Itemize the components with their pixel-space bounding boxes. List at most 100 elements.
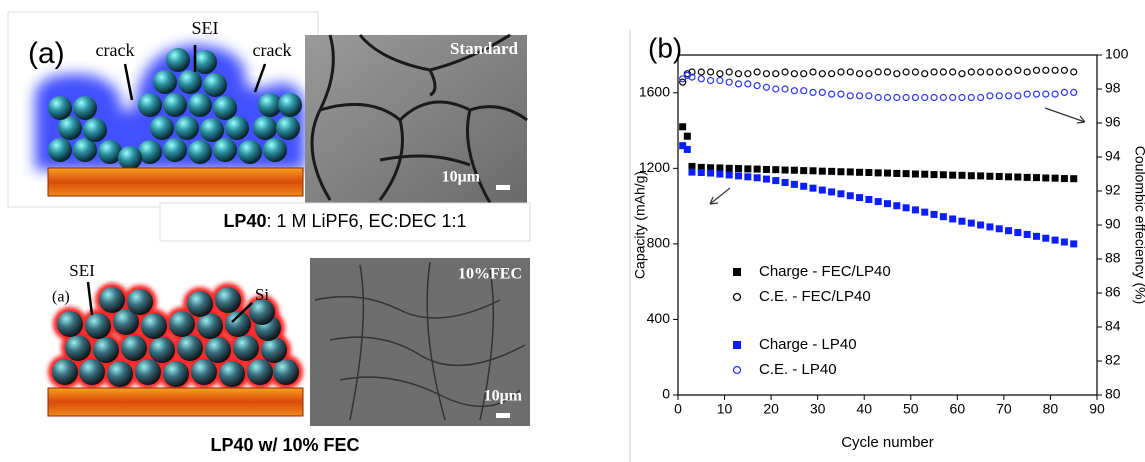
arrow bbox=[710, 188, 730, 204]
data-point bbox=[977, 172, 984, 179]
data-point bbox=[726, 165, 733, 172]
sphere bbox=[263, 138, 287, 162]
data-point bbox=[1024, 69, 1030, 75]
data-point bbox=[1015, 67, 1021, 73]
data-point bbox=[810, 185, 817, 192]
legend-label: C.E. - FEC/LP40 bbox=[759, 288, 871, 305]
annotation: SEI bbox=[192, 18, 219, 38]
annotation: SEI bbox=[69, 261, 95, 280]
data-point bbox=[1005, 173, 1012, 180]
data-point bbox=[726, 69, 732, 75]
data-point bbox=[810, 69, 816, 75]
sphere bbox=[79, 359, 105, 385]
sphere bbox=[191, 359, 217, 385]
data-point bbox=[903, 95, 909, 101]
sphere bbox=[213, 138, 237, 162]
data-point bbox=[754, 166, 761, 173]
sphere bbox=[163, 361, 189, 387]
sphere bbox=[85, 313, 111, 339]
data-point bbox=[736, 71, 742, 77]
caption: LP40 w/ 10% FEC bbox=[210, 435, 359, 455]
data-point bbox=[736, 81, 742, 87]
data-point bbox=[791, 71, 797, 77]
data-point bbox=[763, 84, 769, 90]
scale-label: 10μm bbox=[442, 169, 481, 186]
legend-marker bbox=[733, 341, 741, 349]
sphere bbox=[273, 359, 299, 385]
data-point bbox=[791, 88, 797, 94]
data-point bbox=[744, 165, 751, 172]
caption: LP40: 1 M LiPF6, EC:DEC 1:1 bbox=[223, 211, 466, 231]
data-point bbox=[754, 69, 760, 75]
sphere bbox=[135, 359, 161, 385]
data-point bbox=[801, 71, 807, 77]
y-axis-label: Capacity (mAh/g) bbox=[632, 171, 648, 279]
data-point bbox=[968, 95, 974, 101]
data-point bbox=[866, 71, 872, 77]
data-point bbox=[950, 95, 956, 101]
y2-tick-label: 94 bbox=[1105, 148, 1121, 164]
data-point bbox=[837, 190, 844, 197]
data-point bbox=[875, 95, 881, 101]
sphere bbox=[193, 50, 217, 74]
data-point bbox=[959, 71, 965, 77]
sphere bbox=[187, 291, 213, 317]
data-point bbox=[754, 83, 760, 89]
sphere bbox=[188, 140, 212, 164]
data-point bbox=[744, 173, 751, 180]
sphere bbox=[163, 138, 187, 162]
data-point bbox=[1006, 69, 1012, 75]
data-point bbox=[810, 167, 817, 174]
data-point bbox=[716, 171, 723, 178]
data-point bbox=[847, 93, 853, 99]
data-point bbox=[1043, 91, 1049, 97]
y2-tick-label: 96 bbox=[1105, 114, 1121, 130]
data-point bbox=[801, 88, 807, 94]
data-point bbox=[1024, 91, 1030, 97]
data-point bbox=[940, 69, 946, 75]
data-point bbox=[968, 69, 974, 75]
data-point bbox=[986, 223, 993, 230]
data-point bbox=[987, 69, 993, 75]
data-point bbox=[1014, 174, 1021, 181]
data-point bbox=[791, 167, 798, 174]
sphere bbox=[153, 70, 177, 94]
data-point bbox=[698, 169, 705, 176]
data-point bbox=[819, 89, 825, 95]
data-point bbox=[912, 95, 918, 101]
data-point bbox=[688, 169, 695, 176]
data-point bbox=[829, 91, 835, 97]
caption-text: : 1 M LiPF6, EC:DEC 1:1 bbox=[266, 211, 466, 231]
y2-tick-label: 92 bbox=[1105, 182, 1121, 198]
data-point bbox=[754, 174, 761, 181]
data-point bbox=[996, 225, 1003, 232]
sphere bbox=[203, 73, 227, 97]
data-point bbox=[1061, 89, 1067, 95]
data-point bbox=[1061, 239, 1068, 246]
data-point bbox=[1015, 93, 1021, 99]
image-label: Standard bbox=[450, 39, 519, 58]
sphere bbox=[163, 93, 187, 117]
sem-image bbox=[305, 35, 527, 203]
data-point bbox=[884, 170, 891, 177]
panel-label: (b) bbox=[648, 32, 682, 63]
sphere bbox=[73, 96, 97, 120]
data-point bbox=[847, 192, 854, 199]
data-point bbox=[773, 71, 779, 77]
data-point bbox=[940, 171, 947, 178]
sphere bbox=[150, 116, 174, 140]
data-point bbox=[773, 86, 779, 92]
data-point bbox=[875, 198, 882, 205]
data-point bbox=[1052, 175, 1059, 182]
data-point bbox=[959, 95, 965, 101]
sphere bbox=[118, 146, 142, 170]
data-point bbox=[829, 71, 835, 77]
data-point bbox=[949, 215, 956, 222]
annotation: crack bbox=[253, 40, 292, 60]
data-point bbox=[763, 71, 769, 77]
substrate bbox=[48, 388, 303, 416]
data-point bbox=[865, 196, 872, 203]
legend-label: Charge - FEC/LP40 bbox=[759, 263, 891, 280]
data-point bbox=[903, 170, 910, 177]
data-point bbox=[838, 91, 844, 97]
